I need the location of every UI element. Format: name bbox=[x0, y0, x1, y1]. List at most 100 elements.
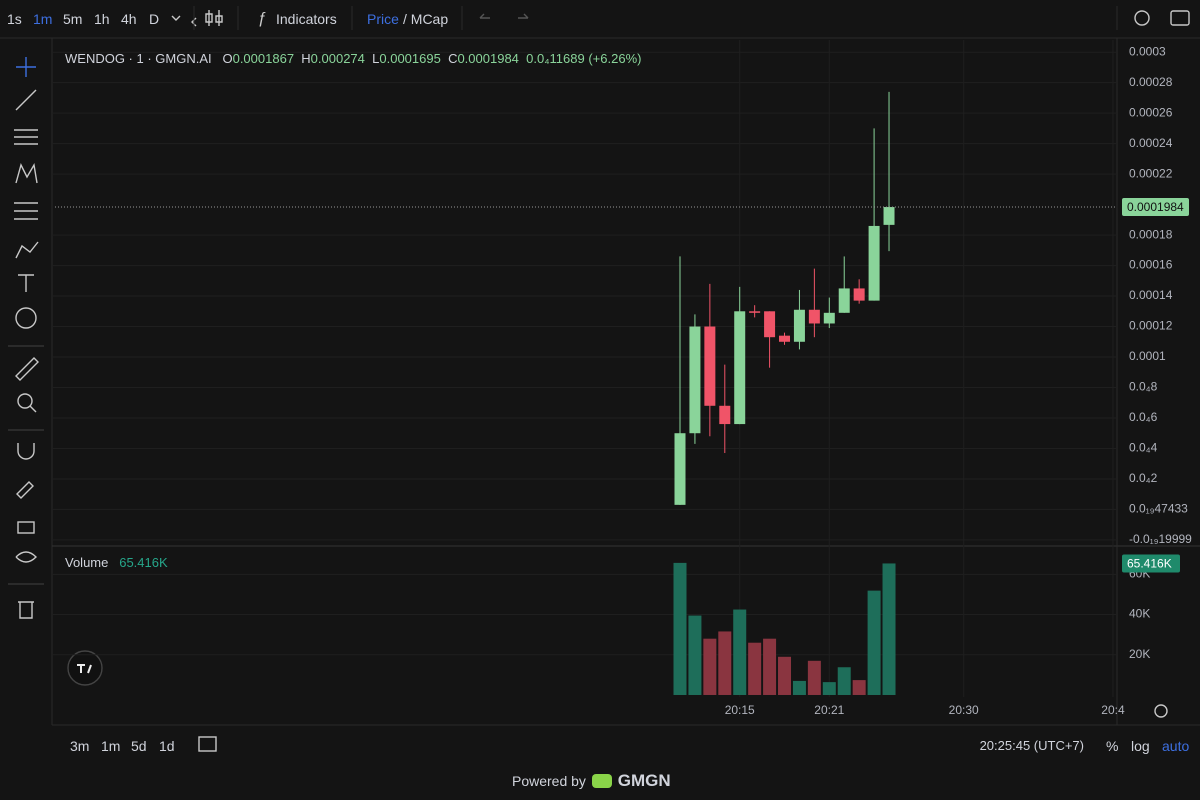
zoom-tool[interactable] bbox=[17, 393, 33, 409]
interval[interactable]: 1m bbox=[33, 11, 53, 27]
axis-settings[interactable] bbox=[1154, 704, 1168, 718]
volume-bar bbox=[718, 631, 732, 695]
settings[interactable] bbox=[1134, 10, 1150, 26]
indicators[interactable]: Indicators bbox=[276, 11, 337, 27]
candle-body bbox=[719, 405, 731, 425]
delete-tool[interactable] bbox=[18, 601, 34, 619]
candle-body bbox=[749, 311, 761, 313]
low-key: L bbox=[372, 51, 380, 66]
volume-bar bbox=[673, 562, 687, 695]
fx-icon[interactable]: ƒ bbox=[258, 10, 267, 27]
range[interactable]: 1m bbox=[101, 738, 121, 754]
interval[interactable]: 5m bbox=[63, 11, 83, 27]
powered-text: Powered by bbox=[512, 773, 586, 789]
brand-logo bbox=[591, 774, 612, 788]
y-tick-label: 0.00024 bbox=[1129, 136, 1173, 150]
forecast-tool[interactable] bbox=[14, 202, 38, 220]
more-intervals[interactable] bbox=[171, 15, 181, 21]
y-tick-label: 0.00012 bbox=[1129, 319, 1173, 333]
candle-body bbox=[868, 225, 880, 301]
crosshair-tool[interactable] bbox=[16, 57, 36, 77]
open-key: O bbox=[222, 51, 233, 66]
range[interactable]: 5d bbox=[131, 738, 147, 754]
tv-logo[interactable] bbox=[67, 650, 103, 686]
chart-type[interactable] bbox=[205, 10, 223, 26]
high-value: 0.000274 bbox=[310, 51, 365, 66]
close-value: 0.0001984 bbox=[457, 51, 519, 66]
brand: GMGN bbox=[617, 771, 671, 790]
undo[interactable] bbox=[479, 13, 490, 19]
y-tick-label: 0.0₁₉47433 bbox=[1129, 502, 1188, 516]
drawing-toolbar bbox=[8, 10, 1190, 752]
magnet-tool[interactable] bbox=[17, 443, 35, 460]
volume-tick-label: 40K bbox=[1129, 607, 1150, 621]
interval[interactable]: D bbox=[149, 11, 160, 27]
date-range[interactable] bbox=[198, 736, 217, 752]
brush-tool[interactable] bbox=[15, 241, 39, 259]
candle-body bbox=[779, 335, 791, 342]
change-pct: (+6.26%) bbox=[588, 51, 642, 66]
y-tick-label: 0.0₄6 bbox=[1129, 410, 1158, 424]
volume-badge bbox=[1122, 554, 1180, 573]
high-key: H bbox=[301, 51, 311, 66]
candle-body bbox=[823, 312, 835, 324]
y-tick-label: -0.0₁₉19999 bbox=[1129, 532, 1192, 546]
emoji-tool[interactable] bbox=[15, 307, 37, 329]
trend-line-tool[interactable] bbox=[15, 89, 37, 111]
volume-bar bbox=[688, 615, 702, 695]
mcap-toggle[interactable]: / MCap bbox=[403, 11, 449, 27]
y-tick-label: 0.00014 bbox=[1129, 288, 1173, 302]
powered-by: Powered by GMGN bbox=[512, 771, 671, 790]
scale-toggle[interactable]: % bbox=[1106, 738, 1119, 754]
x-tick-label: 20:30 bbox=[949, 703, 979, 717]
y-tick-label: 0.00028 bbox=[1129, 75, 1173, 89]
candle-body bbox=[838, 288, 850, 313]
y-tick-label: 0.0₄2 bbox=[1129, 471, 1158, 485]
volume-tick-label: 20K bbox=[1129, 647, 1150, 661]
price-toggle[interactable]: Price bbox=[367, 11, 399, 27]
y-tick-label: 0.0₄8 bbox=[1129, 380, 1158, 394]
hide-tool[interactable] bbox=[15, 551, 37, 563]
range[interactable]: 3m bbox=[70, 738, 90, 754]
open-value: 0.0001867 bbox=[232, 51, 295, 66]
candle-body bbox=[704, 326, 716, 406]
screenshot[interactable] bbox=[1170, 10, 1190, 26]
volume-bar bbox=[807, 660, 821, 695]
y-tick-label: 0.00016 bbox=[1129, 258, 1173, 272]
candle-body bbox=[883, 207, 895, 225]
volume-bar bbox=[703, 638, 717, 695]
candle-body bbox=[853, 288, 865, 301]
interval[interactable]: 1s bbox=[7, 11, 22, 27]
ruler-tool[interactable] bbox=[15, 357, 39, 381]
candle-body bbox=[674, 433, 686, 505]
x-tick-label: 20:21 bbox=[814, 703, 844, 717]
text-tool[interactable] bbox=[18, 274, 34, 292]
close-key: C bbox=[448, 51, 458, 66]
scale-toggle[interactable]: log bbox=[1131, 738, 1150, 754]
separators bbox=[0, 6, 1200, 726]
pattern-tool[interactable] bbox=[15, 162, 38, 184]
interval[interactable]: 4h bbox=[121, 11, 137, 27]
y-tick-label: 0.00026 bbox=[1129, 105, 1173, 119]
price-badge-label: 0.0001984 bbox=[1127, 200, 1184, 214]
scale-toggle[interactable]: auto bbox=[1162, 738, 1190, 754]
legend: WENDOG · 1 · GMGN.AI O0.0001867 H0.00027… bbox=[65, 51, 641, 67]
volume-bar bbox=[837, 667, 851, 695]
collapse[interactable] bbox=[191, 17, 197, 27]
volume-bar bbox=[852, 680, 866, 695]
interval[interactable]: 1h bbox=[94, 11, 110, 27]
fib-tool[interactable] bbox=[14, 129, 38, 145]
redo[interactable] bbox=[518, 13, 529, 19]
lock-tool[interactable] bbox=[17, 521, 35, 534]
range[interactable]: 1d bbox=[159, 738, 175, 754]
volume-bar bbox=[733, 609, 747, 695]
volume-bar bbox=[867, 590, 881, 695]
volume-bar bbox=[763, 638, 777, 695]
lock-draw-tool[interactable] bbox=[16, 481, 34, 499]
candle-body bbox=[764, 311, 776, 338]
y-tick-label: 0.0001 bbox=[1129, 349, 1166, 363]
candle-body bbox=[793, 309, 805, 342]
low-value: 0.0001695 bbox=[379, 51, 441, 66]
